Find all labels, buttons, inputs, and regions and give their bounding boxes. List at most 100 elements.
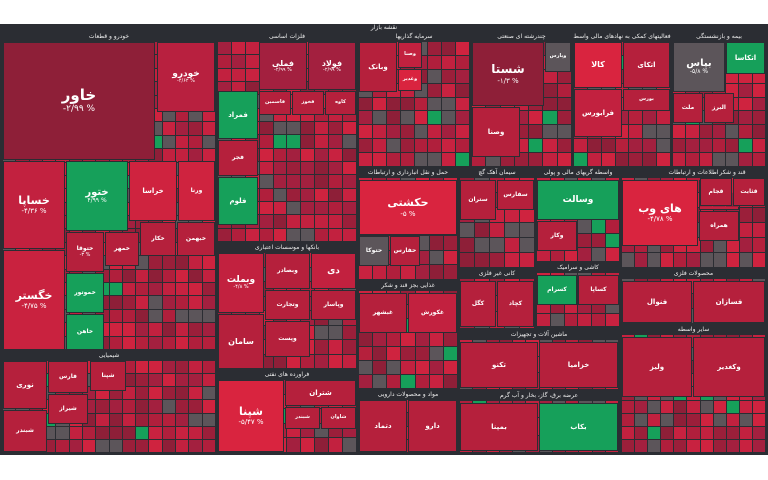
minor-tile[interactable] — [726, 439, 739, 452]
minor-tile[interactable] — [202, 309, 215, 323]
minor-tile[interactable] — [699, 139, 712, 153]
minor-tile[interactable] — [687, 426, 700, 439]
minor-tile[interactable] — [429, 375, 443, 388]
minor-tile[interactable] — [739, 253, 752, 267]
stock-tile[interactable]: البرز — [704, 93, 734, 123]
minor-tile[interactable] — [329, 215, 343, 228]
stock-tile[interactable]: وکغدیر — [693, 337, 765, 397]
minor-tile[interactable] — [287, 215, 301, 228]
minor-tile[interactable] — [273, 201, 287, 215]
minor-tile[interactable] — [149, 256, 162, 269]
stock-tile[interactable]: اتکاسا — [726, 42, 765, 74]
minor-tile[interactable] — [674, 413, 687, 426]
minor-tile[interactable] — [700, 238, 713, 252]
minor-tile[interactable] — [176, 122, 189, 135]
minor-tile[interactable] — [622, 426, 635, 439]
minor-tile[interactable] — [456, 83, 469, 97]
minor-tile[interactable] — [136, 269, 149, 283]
minor-tile[interactable] — [592, 220, 606, 233]
minor-tile[interactable] — [537, 313, 550, 326]
stock-tile[interactable]: بکاب — [539, 403, 618, 451]
minor-tile[interactable] — [343, 354, 356, 368]
minor-tile[interactable] — [315, 135, 329, 148]
stock-tile[interactable]: حتوکا — [359, 236, 389, 266]
stock-tile[interactable]: خمهر — [105, 232, 139, 266]
stock-tile[interactable]: خاهن — [66, 314, 104, 350]
minor-tile[interactable] — [443, 250, 457, 265]
minor-tile[interactable] — [460, 223, 474, 237]
minor-tile[interactable] — [162, 323, 176, 336]
minor-tile[interactable] — [109, 426, 122, 439]
minor-tile[interactable] — [543, 125, 557, 139]
stock-tile[interactable]: حفارس — [390, 236, 420, 266]
stock-tile[interactable]: غبشهر — [359, 293, 407, 333]
minor-tile[interactable] — [428, 55, 442, 69]
minor-tile[interactable] — [686, 125, 699, 139]
minor-tile[interactable] — [429, 236, 443, 250]
minor-tile[interactable] — [189, 387, 202, 400]
minor-tile[interactable] — [543, 83, 557, 97]
minor-tile[interactable] — [343, 340, 356, 354]
minor-tile[interactable] — [96, 400, 109, 413]
minor-tile[interactable] — [218, 68, 231, 81]
minor-tile[interactable] — [301, 188, 315, 201]
minor-tile[interactable] — [359, 111, 372, 125]
minor-tile[interactable] — [643, 139, 657, 153]
minor-tile[interactable] — [428, 153, 442, 166]
minor-tile[interactable] — [574, 153, 587, 166]
stock-tile[interactable]: خاور -۲/۹۹ % — [3, 42, 155, 160]
minor-tile[interactable] — [315, 325, 329, 339]
minor-tile[interactable] — [189, 439, 202, 452]
minor-tile[interactable] — [752, 125, 765, 139]
minor-tile[interactable] — [428, 139, 442, 153]
minor-tile[interactable] — [460, 238, 474, 252]
minor-tile[interactable] — [557, 83, 571, 97]
stock-tile[interactable]: فمراد — [218, 91, 258, 139]
minor-tile[interactable] — [162, 296, 176, 309]
minor-tile[interactable] — [231, 55, 245, 68]
minor-tile[interactable] — [752, 111, 765, 125]
minor-tile[interactable] — [359, 361, 373, 374]
minor-tile[interactable] — [136, 296, 149, 309]
minor-tile[interactable] — [259, 148, 273, 161]
minor-tile[interactable] — [176, 426, 189, 439]
minor-tile[interactable] — [287, 188, 301, 201]
minor-tile[interactable] — [259, 228, 273, 241]
minor-tile[interactable] — [442, 55, 456, 69]
minor-tile[interactable] — [700, 439, 713, 452]
stock-tile[interactable]: وبصادر — [265, 253, 310, 289]
minor-tile[interactable] — [287, 201, 301, 215]
stock-tile[interactable]: شتران — [285, 380, 356, 406]
stock-tile[interactable]: بورس — [623, 89, 670, 111]
minor-tile[interactable] — [578, 248, 592, 261]
stock-tile[interactable]: خکار — [140, 222, 176, 256]
minor-tile[interactable] — [687, 400, 700, 413]
minor-tile[interactable] — [726, 139, 739, 153]
minor-tile[interactable] — [686, 139, 699, 153]
minor-tile[interactable] — [726, 253, 739, 267]
minor-tile[interactable] — [592, 234, 606, 247]
minor-tile[interactable] — [648, 400, 661, 413]
minor-tile[interactable] — [287, 438, 301, 452]
minor-tile[interactable] — [315, 228, 329, 241]
minor-tile[interactable] — [109, 309, 122, 323]
minor-tile[interactable] — [69, 426, 82, 439]
stock-tile[interactable]: خزامیا — [539, 342, 618, 388]
minor-tile[interactable] — [259, 201, 273, 215]
stock-tile[interactable]: وغدیر — [398, 69, 422, 91]
minor-tile[interactable] — [490, 253, 504, 267]
minor-tile[interactable] — [700, 426, 713, 439]
minor-tile[interactable] — [739, 111, 752, 125]
minor-tile[interactable] — [176, 387, 189, 400]
minor-tile[interactable] — [386, 153, 400, 166]
minor-tile[interactable] — [372, 111, 386, 125]
minor-tile[interactable] — [329, 188, 343, 201]
minor-tile[interactable] — [329, 340, 343, 354]
minor-tile[interactable] — [415, 265, 429, 279]
minor-tile[interactable] — [543, 139, 557, 153]
minor-tile[interactable] — [372, 139, 386, 153]
minor-tile[interactable] — [189, 135, 202, 149]
minor-tile[interactable] — [162, 149, 176, 162]
minor-tile[interactable] — [149, 309, 162, 323]
stock-tile[interactable]: خموتور — [66, 273, 104, 313]
